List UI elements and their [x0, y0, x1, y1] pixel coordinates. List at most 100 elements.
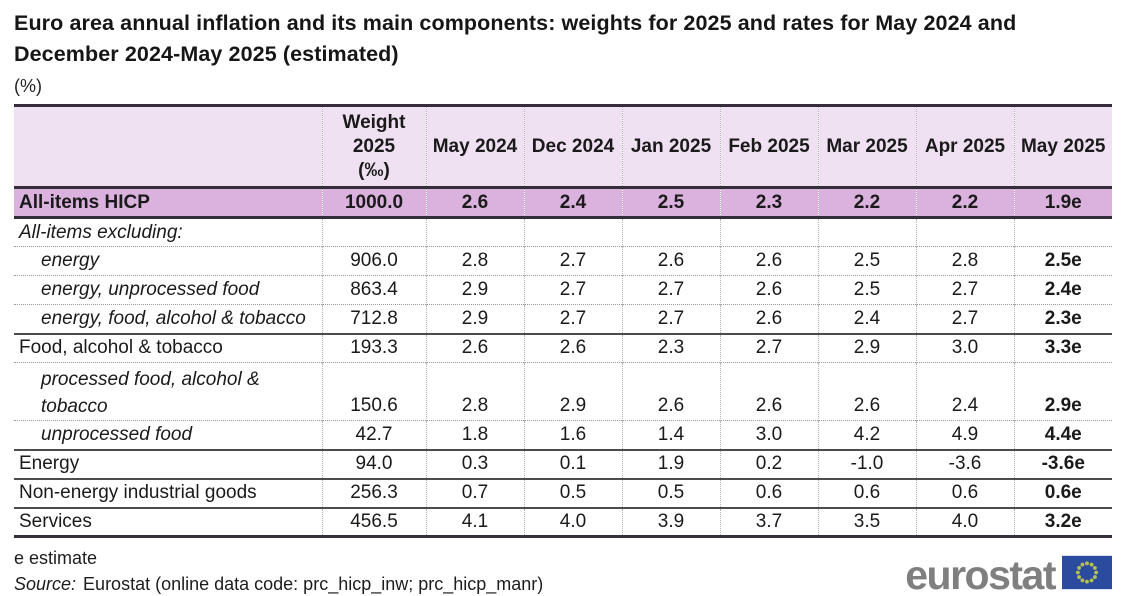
row-label: energy, unprocessed food — [14, 275, 322, 305]
cell-weight: 456.5 — [321, 506, 426, 537]
row-processed-food-alcohol-tobacco: processed food, alcohol & tobacco 150.6 … — [14, 362, 1112, 421]
cell-rate: 2.2 — [817, 187, 916, 219]
eurostat-logo-text: eurostat — [905, 552, 1056, 596]
page-title: Euro area annual inflation and its main … — [14, 11, 1017, 66]
cell-rate: 2.7 — [523, 275, 622, 305]
header-may-2024: May 2024 — [425, 105, 524, 189]
cell-rate: 2.5 — [621, 187, 720, 219]
table-header-row: Weight 2025 (‰) May 2024 Dec 2024 Jan 20… — [14, 105, 1112, 189]
cell-rate: 4.9 — [915, 420, 1014, 450]
cell-rate: 4.2 — [817, 420, 916, 450]
cell-rate: 0.3 — [425, 448, 524, 479]
cell-rate: 0.7 — [425, 477, 524, 508]
cell-rate: 0.6e — [1013, 477, 1112, 508]
cell-rate: 3.9 — [621, 506, 720, 537]
source-line: Source: Eurostat (online data code: prc_h… — [14, 571, 543, 596]
cell-weight: 42.7 — [321, 420, 426, 450]
footnote-estimate: e estimate — [14, 548, 98, 568]
cell-weight: 150.6 — [321, 362, 426, 421]
cell-rate: 2.8 — [425, 362, 524, 421]
row-excl-energy: energy 906.0 2.8 2.7 2.6 2.6 2.5 2.8 2.5… — [14, 246, 1112, 276]
cell-rate: 0.6 — [817, 477, 916, 508]
cell-rate: 3.2e — [1013, 506, 1112, 537]
footer: e estimate Source: Eurostat (online data … — [14, 545, 1112, 596]
cell-rate — [915, 217, 1014, 247]
cell-rate: 3.3e — [1013, 332, 1112, 363]
cell-rate: 2.9 — [817, 332, 916, 363]
cell-rate: 2.7 — [523, 304, 622, 334]
cell-rate: 2.5 — [817, 246, 916, 276]
cell-rate: 1.9 — [621, 448, 720, 479]
cell-weight: 863.4 — [321, 275, 426, 305]
cell-rate: 3.5 — [817, 506, 916, 537]
row-label: All-items excluding: — [19, 221, 183, 243]
row-energy: Energy 94.0 0.3 0.1 1.9 0.2 -1.0 -3.6 -3… — [14, 448, 1112, 479]
cell-rate: 2.6 — [719, 275, 818, 305]
eurostat-logo: eurostat — [905, 555, 1112, 596]
row-label: Food, alcohol & tobacco — [14, 332, 322, 363]
cell-rate: 3.7 — [719, 506, 818, 537]
cell-rate: 2.6 — [719, 362, 818, 421]
cell-weight — [321, 217, 426, 247]
cell-rate: 1.8 — [425, 420, 524, 450]
cell-rate: 1.6 — [523, 420, 622, 450]
cell-rate: 0.2 — [719, 448, 818, 479]
cell-rate: 2.9 — [425, 275, 524, 305]
cell-rate: 2.7 — [915, 304, 1014, 334]
cell-weight: 193.3 — [321, 332, 426, 363]
unit-label: (%) — [14, 76, 42, 96]
cell-rate: 2.6 — [425, 332, 524, 363]
row-non-energy-industrial-goods: Non-energy industrial goods 256.3 0.7 0.… — [14, 477, 1112, 508]
row-label: Energy — [14, 448, 322, 479]
row-label: Services — [14, 506, 322, 537]
cell-rate: 2.7 — [523, 246, 622, 276]
cell-rate: 2.3e — [1013, 304, 1112, 334]
cell-rate: 2.7 — [719, 332, 818, 363]
cell-weight: 94.0 — [321, 448, 426, 479]
cell-rate: 2.6 — [719, 246, 818, 276]
cell-rate — [621, 217, 720, 247]
row-food-alcohol-tobacco: Food, alcohol & tobacco 193.3 2.6 2.6 2.… — [14, 332, 1112, 363]
cell-rate: 4.0 — [523, 506, 622, 537]
cell-rate — [1013, 217, 1112, 247]
cell-weight: 712.8 — [321, 304, 426, 334]
cell-rate: 2.4 — [523, 187, 622, 219]
cell-rate: 2.6 — [523, 332, 622, 363]
cell-rate: 0.6 — [915, 477, 1014, 508]
cell-rate: 0.6 — [719, 477, 818, 508]
cell-rate: 2.4 — [915, 362, 1014, 421]
cell-weight: 906.0 — [321, 246, 426, 276]
cell-rate: 2.6 — [817, 362, 916, 421]
cell-rate: 2.6 — [425, 187, 524, 219]
cell-rate: 2.4e — [1013, 275, 1112, 305]
row-all-items-excluding: All-items excluding: — [14, 217, 1112, 247]
cell-rate: 2.7 — [621, 275, 720, 305]
cell-rate: 0.5 — [523, 477, 622, 508]
row-excl-energy-unprocessed-food: energy, unprocessed food 863.4 2.9 2.7 2… — [14, 275, 1112, 305]
cell-rate: 2.4 — [817, 304, 916, 334]
cell-weight: 256.3 — [321, 477, 426, 508]
cell-rate: 2.9 — [523, 362, 622, 421]
header-may-2025: May 2025 — [1013, 105, 1112, 189]
cell-rate: 0.5 — [621, 477, 720, 508]
row-label: Non-energy industrial goods — [14, 477, 322, 508]
cell-rate: 2.6 — [719, 304, 818, 334]
cell-rate: 2.6 — [621, 362, 720, 421]
source-text: Eurostat (online data code: prc_hicp_inw… — [83, 574, 544, 594]
header-empty-cell — [14, 105, 322, 189]
eu-flag-icon — [1062, 555, 1112, 595]
cell-rate: 3.0 — [719, 420, 818, 450]
header-dec-2024: Dec 2024 — [523, 105, 622, 189]
cell-rate — [719, 217, 818, 247]
cell-rate: 2.8 — [425, 246, 524, 276]
row-services: Services 456.5 4.1 4.0 3.9 3.7 3.5 4.0 3… — [14, 506, 1112, 537]
header-weight-2025: Weight 2025 (‰) — [321, 105, 426, 189]
row-label: energy, food, alcohol & tobacco — [14, 304, 322, 334]
cell-weight: 1000.0 — [321, 187, 426, 219]
header-apr-2025: Apr 2025 — [915, 105, 1014, 189]
cell-rate: 2.7 — [915, 275, 1014, 305]
cell-rate: 2.7 — [621, 304, 720, 334]
row-all-items-hicp: All-items HICP 1000.0 2.6 2.4 2.5 2.3 2.… — [14, 187, 1112, 219]
source-label: Source: — [14, 574, 77, 594]
